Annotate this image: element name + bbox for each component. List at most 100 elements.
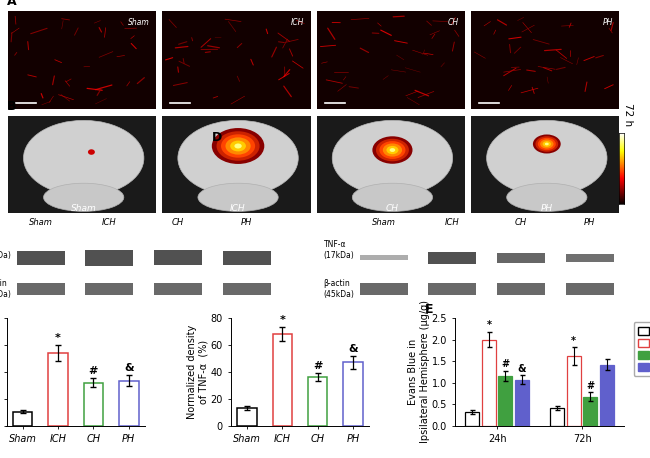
Ellipse shape	[230, 141, 246, 152]
Bar	[360, 256, 408, 260]
Ellipse shape	[536, 136, 558, 152]
Ellipse shape	[487, 120, 607, 196]
Text: *: *	[280, 316, 285, 325]
Ellipse shape	[332, 120, 452, 196]
Text: &: &	[124, 363, 134, 373]
Text: D: D	[213, 131, 222, 144]
Bar	[222, 251, 270, 265]
Ellipse shape	[198, 183, 278, 212]
Bar	[317, 11, 465, 109]
Bar	[119, 381, 138, 426]
Ellipse shape	[540, 139, 554, 148]
Text: #: #	[586, 381, 595, 391]
Text: TNF-α
(17kDa): TNF-α (17kDa)	[324, 240, 354, 260]
Bar	[162, 11, 311, 109]
Bar	[471, 11, 619, 109]
Text: #: #	[88, 366, 98, 376]
Text: Sham: Sham	[71, 204, 97, 213]
Bar	[85, 283, 133, 295]
Ellipse shape	[44, 183, 124, 212]
Text: PH: PH	[541, 204, 553, 213]
Bar	[84, 383, 103, 426]
Text: #: #	[313, 361, 322, 371]
Ellipse shape	[389, 148, 395, 152]
Bar	[515, 380, 529, 426]
Ellipse shape	[386, 146, 398, 154]
Text: PH: PH	[603, 18, 613, 27]
Text: CH: CH	[448, 18, 459, 27]
Text: 72 h: 72 h	[623, 103, 633, 126]
Bar	[222, 283, 270, 295]
Text: ICH: ICH	[102, 218, 117, 227]
Text: IL-1β
(35kDa): IL-1β (35kDa)	[0, 240, 11, 260]
Text: CH: CH	[386, 204, 399, 213]
Text: CH: CH	[515, 218, 527, 227]
Bar	[17, 251, 65, 265]
Bar	[471, 116, 619, 213]
Bar	[343, 362, 363, 426]
Ellipse shape	[372, 136, 413, 164]
Text: Sham: Sham	[29, 218, 53, 227]
Bar	[428, 283, 476, 295]
Ellipse shape	[23, 120, 144, 196]
Ellipse shape	[543, 141, 551, 147]
Ellipse shape	[226, 137, 251, 155]
Bar	[428, 252, 476, 264]
Text: *: *	[571, 336, 577, 346]
Bar	[482, 339, 496, 426]
Bar	[8, 11, 156, 109]
Bar	[8, 116, 156, 213]
Bar	[360, 283, 408, 295]
Bar	[308, 377, 328, 426]
Ellipse shape	[178, 120, 298, 196]
Ellipse shape	[507, 183, 587, 212]
Y-axis label: Normalized density
of TNF-α  (%): Normalized density of TNF-α (%)	[187, 325, 209, 419]
Text: β-actin
(45kDa): β-actin (45kDa)	[0, 279, 11, 299]
Bar	[154, 283, 202, 295]
Bar	[551, 408, 564, 426]
Bar	[317, 116, 465, 213]
Bar	[48, 353, 68, 426]
Bar	[600, 365, 614, 426]
Bar	[17, 283, 65, 295]
Ellipse shape	[88, 149, 95, 155]
Ellipse shape	[383, 143, 402, 157]
Text: &: &	[348, 344, 358, 354]
Bar	[567, 356, 581, 426]
Ellipse shape	[538, 138, 556, 150]
Ellipse shape	[212, 128, 265, 164]
Y-axis label: Evans Blue in
Ipsilateral Hemisphere (μg/g): Evans Blue in Ipsilateral Hemisphere (μg…	[408, 300, 430, 443]
Bar	[566, 283, 614, 295]
Ellipse shape	[545, 142, 549, 145]
Ellipse shape	[221, 134, 255, 158]
Bar	[499, 376, 512, 426]
Text: E: E	[425, 303, 434, 316]
Bar	[583, 397, 597, 426]
Text: Sham: Sham	[128, 18, 150, 27]
Text: CH: CH	[172, 218, 184, 227]
Ellipse shape	[235, 143, 242, 148]
Text: #: #	[501, 360, 510, 369]
Bar	[465, 412, 480, 426]
Text: PH: PH	[584, 218, 595, 227]
Ellipse shape	[533, 135, 561, 153]
Text: B: B	[6, 100, 16, 113]
Text: β-actin
(45kDa): β-actin (45kDa)	[324, 279, 354, 299]
Text: ICH: ICH	[445, 218, 460, 227]
Bar	[497, 253, 545, 263]
Bar	[272, 334, 292, 426]
Ellipse shape	[380, 141, 406, 159]
Bar	[566, 254, 614, 262]
Text: *: *	[486, 320, 491, 330]
Text: PH: PH	[241, 218, 252, 227]
Text: A: A	[6, 0, 16, 8]
Ellipse shape	[352, 183, 433, 212]
Text: *: *	[55, 333, 61, 343]
Text: Sham: Sham	[372, 218, 396, 227]
Bar	[85, 250, 133, 266]
Ellipse shape	[216, 131, 259, 161]
Text: ICH: ICH	[291, 18, 304, 27]
Bar	[162, 116, 311, 213]
Bar	[154, 251, 202, 265]
Legend: Sham, ICH, CH, PH: Sham, ICH, CH, PH	[634, 322, 650, 376]
